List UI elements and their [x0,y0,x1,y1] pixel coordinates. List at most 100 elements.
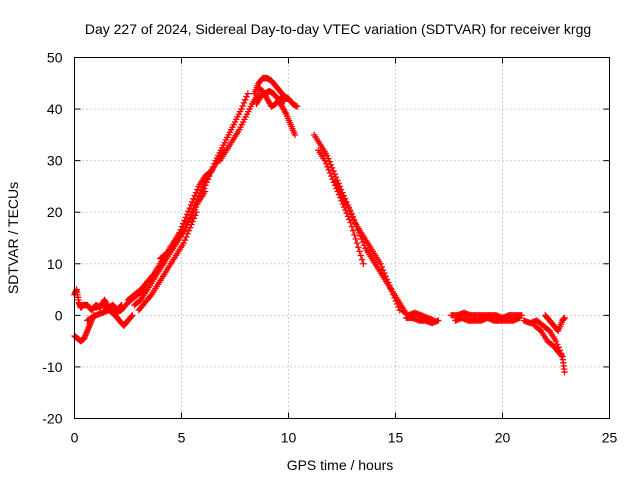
data-point [189,209,196,216]
data-point [291,131,299,139]
data-point [330,167,337,175]
data-point [207,169,214,177]
data-point [180,239,187,247]
data-point [349,213,356,220]
data-point [194,196,201,204]
data-point [346,206,353,214]
data-point [382,272,389,280]
data-point [379,266,387,274]
data-point [377,260,384,267]
y-tick-label: 50 [47,50,63,66]
data-point [383,276,391,283]
data-point [357,252,365,259]
series-arc-peak-a [251,74,301,110]
data-point [337,190,344,197]
data-point [203,179,210,186]
data-point [183,233,190,241]
data-point [386,282,393,289]
x-tick-label: 5 [178,430,186,446]
data-point [323,152,331,159]
data-point [185,227,192,234]
data-point [348,223,356,230]
data-point [394,300,401,308]
series-arc-rise-e [199,90,252,195]
data-point [209,163,217,171]
data-point [381,269,388,277]
data-point [349,227,357,234]
series-arc-decline-c [332,178,403,314]
chart-title: Day 227 of 2024, Sidereal Day-to-day VTE… [85,21,591,37]
y-tick-label: 40 [47,101,63,117]
data-points [71,74,568,376]
x-tick-label: 10 [281,430,297,446]
data-point [390,291,397,298]
data-point [194,186,201,193]
data-point [345,203,352,211]
x-tick-labels: 0 5 10 15 20 25 [71,430,618,446]
data-point [186,204,193,212]
data-point [391,294,398,302]
data-point [183,221,191,228]
y-tick-label: 0 [55,307,63,323]
data-point [353,239,361,247]
data-point [191,202,198,210]
data-point [195,193,202,200]
series-arc-late-b [531,322,568,376]
data-point [334,184,342,191]
x-axis-title: GPS time / hours [287,457,394,473]
data-point [360,260,367,267]
data-point [558,352,565,359]
data-point [387,285,394,292]
grid-lines [74,57,610,419]
data-point [186,215,193,222]
x-tick-label: 25 [602,430,618,446]
data-point [199,188,207,195]
data-point [192,189,200,196]
y-tick-label: 10 [47,256,63,272]
data-point [211,160,218,167]
data-point [190,205,197,213]
data-point [331,170,338,178]
data-point [324,163,331,171]
data-point [328,172,335,180]
data-point [355,244,362,251]
data-point [129,312,136,319]
y-tick-label: 30 [47,153,63,169]
data-point [333,181,341,188]
data-point [332,178,339,185]
data-point [204,176,212,183]
data-point [202,182,209,189]
data-point [185,207,192,215]
data-point [561,314,568,322]
data-point [358,256,366,263]
data-point [187,201,195,209]
data-point [240,99,248,107]
series-arc-afternoon-b [403,314,442,327]
data-point [191,192,198,199]
data-point [352,235,359,243]
data-point [351,231,358,239]
data-point [435,317,442,324]
series-arc-rise-c [135,209,200,314]
data-point [385,279,392,286]
data-point [182,224,189,231]
data-point [516,314,523,322]
data-point [326,169,334,177]
data-point [321,157,329,164]
data-point [325,166,332,174]
data-point [281,98,288,105]
series-arc-late-c [542,312,568,335]
data-point [326,158,333,165]
series-arc-evening-b [452,314,523,324]
x-tick-label: 15 [388,430,404,446]
data-point [128,313,135,320]
data-point [238,105,245,113]
plot-frame [74,57,610,419]
y-tick-label: -20 [42,411,62,427]
data-point [244,90,252,97]
data-point [243,93,250,100]
series-arc-peak-c [255,85,288,110]
data-point [347,210,355,217]
data-point [388,288,396,295]
